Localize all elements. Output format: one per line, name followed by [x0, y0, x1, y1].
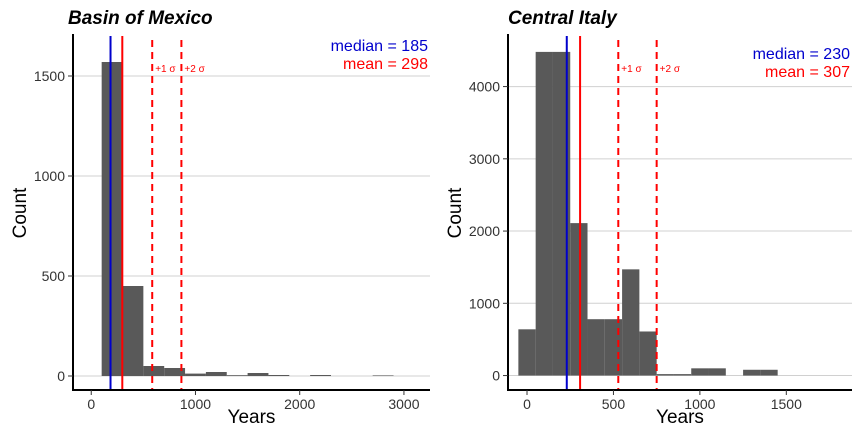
- panel-central-italy: +1 σ +2 σ 0 1000 2000 3000 4000 0 500 1000 1500 Yea…: [445, 8, 852, 428]
- panel-title: Basin of Mexico: [68, 8, 213, 29]
- y-tick-label: 4000: [469, 79, 500, 95]
- y-tick-label: 0: [57, 368, 65, 384]
- x-axis-label: Years: [656, 407, 704, 428]
- histogram-bar: [247, 373, 269, 376]
- panel-title: Central Italy: [508, 8, 618, 29]
- histogram-bar: [101, 62, 123, 376]
- histogram-bar: [708, 368, 726, 376]
- x-tick-label: 1500: [771, 396, 802, 412]
- x-axis-label: Years: [228, 407, 276, 428]
- histogram-bar: [622, 269, 640, 376]
- x-tick-label: 500: [602, 396, 626, 412]
- x-tick-label: 1000: [684, 396, 715, 412]
- histogram-bar: [205, 372, 227, 376]
- x-tick-label: 1000: [180, 396, 211, 412]
- histogram-bar: [604, 319, 623, 376]
- median-annotation: median = 230: [753, 46, 851, 63]
- y-axis-label: Count: [10, 187, 31, 238]
- y-tick-label: 0: [492, 368, 500, 384]
- histogram-bar: [743, 369, 761, 376]
- x-tick-label: 2000: [284, 396, 315, 412]
- histogram-bar: [310, 375, 331, 376]
- y-tick-label: 3000: [469, 151, 500, 167]
- x-tick-label: 0: [523, 396, 531, 412]
- sigma-label: +2 σ: [660, 64, 681, 75]
- mean-annotation: mean = 298: [343, 56, 428, 73]
- histogram-bar: [656, 374, 674, 376]
- y-tick-label: 500: [42, 268, 66, 284]
- histogram-bar: [226, 375, 248, 376]
- x-tick-label: 0: [87, 396, 95, 412]
- histogram-bar: [760, 369, 778, 376]
- y-tick-label: 1000: [34, 168, 65, 184]
- histogram-bar: [164, 368, 186, 376]
- sigma-label: +1 σ: [155, 64, 176, 75]
- y-tick-label: 1000: [469, 295, 500, 311]
- y-tick-label: 1500: [34, 68, 65, 84]
- histogram-bar: [673, 374, 692, 376]
- histogram-bar: [518, 329, 536, 376]
- sigma-label: +2 σ: [184, 64, 205, 75]
- y-axis-label: Count: [445, 187, 466, 238]
- mean-annotation: mean = 307: [765, 64, 850, 81]
- histogram-bar: [372, 375, 394, 376]
- histogram-bar: [639, 331, 657, 376]
- y-tick-label: 2000: [469, 223, 500, 239]
- sigma-label: +1 σ: [621, 64, 642, 75]
- histogram-bar: [691, 368, 709, 376]
- histogram-bar: [268, 375, 290, 376]
- histogram-bar: [122, 286, 144, 376]
- x-tick-label: 3000: [388, 396, 419, 412]
- histogram-bar: [143, 366, 165, 376]
- median-annotation: median = 185: [331, 38, 429, 55]
- histogram-bar: [185, 373, 206, 376]
- panel-basin-of-mexico: +1 σ +2 σ 0 500 1000 1500 0 1000 2000 3000 Years Co…: [10, 8, 430, 428]
- histogram-bar: [587, 319, 605, 376]
- histogram-bar: [570, 223, 588, 376]
- histogram-bar: [535, 51, 553, 376]
